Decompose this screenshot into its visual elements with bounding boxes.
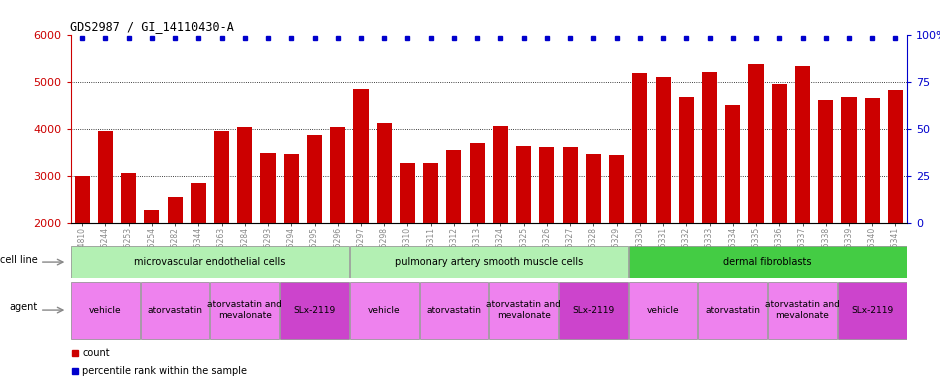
Bar xyxy=(121,173,136,317)
Text: atorvastatin and
mevalonate: atorvastatin and mevalonate xyxy=(486,300,561,320)
Bar xyxy=(726,105,741,317)
Bar xyxy=(419,281,489,339)
Bar xyxy=(516,146,531,317)
Bar xyxy=(446,150,462,317)
Bar xyxy=(191,183,206,317)
Bar xyxy=(609,155,624,317)
Bar xyxy=(141,281,210,339)
Bar xyxy=(307,135,322,317)
Text: dermal fibroblasts: dermal fibroblasts xyxy=(724,257,812,267)
Bar xyxy=(679,97,694,317)
Text: SLx-2119: SLx-2119 xyxy=(572,306,615,314)
Text: atorvastatin: atorvastatin xyxy=(148,306,203,314)
Bar xyxy=(633,73,648,317)
Text: vehicle: vehicle xyxy=(647,306,680,314)
Bar xyxy=(629,281,697,339)
Bar xyxy=(353,89,368,317)
Text: count: count xyxy=(83,348,110,358)
Bar xyxy=(586,154,601,317)
Text: vehicle: vehicle xyxy=(89,306,121,314)
Bar xyxy=(493,126,508,317)
Bar xyxy=(330,127,345,317)
Bar xyxy=(98,131,113,317)
Bar xyxy=(838,281,907,339)
Bar xyxy=(702,72,717,317)
Bar xyxy=(540,147,555,317)
Bar xyxy=(70,247,349,278)
Bar xyxy=(772,84,787,317)
Bar xyxy=(841,97,856,317)
Text: microvascular endothelial cells: microvascular endothelial cells xyxy=(134,257,286,267)
Bar xyxy=(818,101,834,317)
Bar xyxy=(470,143,485,317)
Bar xyxy=(350,281,418,339)
Text: cell line: cell line xyxy=(0,255,38,265)
Text: SLx-2119: SLx-2119 xyxy=(851,306,893,314)
Bar xyxy=(284,154,299,317)
Bar xyxy=(559,281,628,339)
Bar xyxy=(214,131,229,317)
Bar xyxy=(489,281,558,339)
Bar xyxy=(144,210,160,317)
Bar xyxy=(70,281,140,339)
Bar xyxy=(795,66,810,317)
Bar xyxy=(237,127,252,317)
Bar xyxy=(768,281,837,339)
Text: atorvastatin: atorvastatin xyxy=(705,306,760,314)
Bar xyxy=(350,247,628,278)
Bar xyxy=(748,64,763,317)
Bar xyxy=(167,197,182,317)
Text: atorvastatin: atorvastatin xyxy=(427,306,481,314)
Text: agent: agent xyxy=(9,302,38,312)
Bar xyxy=(888,89,903,317)
Bar xyxy=(423,162,438,317)
Bar xyxy=(377,123,392,317)
Bar xyxy=(260,153,275,317)
Text: atorvastatin and
mevalonate: atorvastatin and mevalonate xyxy=(208,300,282,320)
Bar xyxy=(865,98,880,317)
Text: vehicle: vehicle xyxy=(368,306,400,314)
Bar xyxy=(280,281,349,339)
Text: SLx-2119: SLx-2119 xyxy=(293,306,336,314)
Text: atorvastatin and
mevalonate: atorvastatin and mevalonate xyxy=(765,300,840,320)
Bar xyxy=(400,164,415,317)
Text: pulmonary artery smooth muscle cells: pulmonary artery smooth muscle cells xyxy=(395,257,583,267)
Text: GDS2987 / GI_14110430-A: GDS2987 / GI_14110430-A xyxy=(70,20,234,33)
Bar xyxy=(629,247,907,278)
Bar xyxy=(211,281,279,339)
Text: percentile rank within the sample: percentile rank within the sample xyxy=(83,366,247,376)
Bar xyxy=(562,147,578,317)
Bar xyxy=(698,281,767,339)
Bar xyxy=(655,77,670,317)
Bar xyxy=(74,176,89,317)
